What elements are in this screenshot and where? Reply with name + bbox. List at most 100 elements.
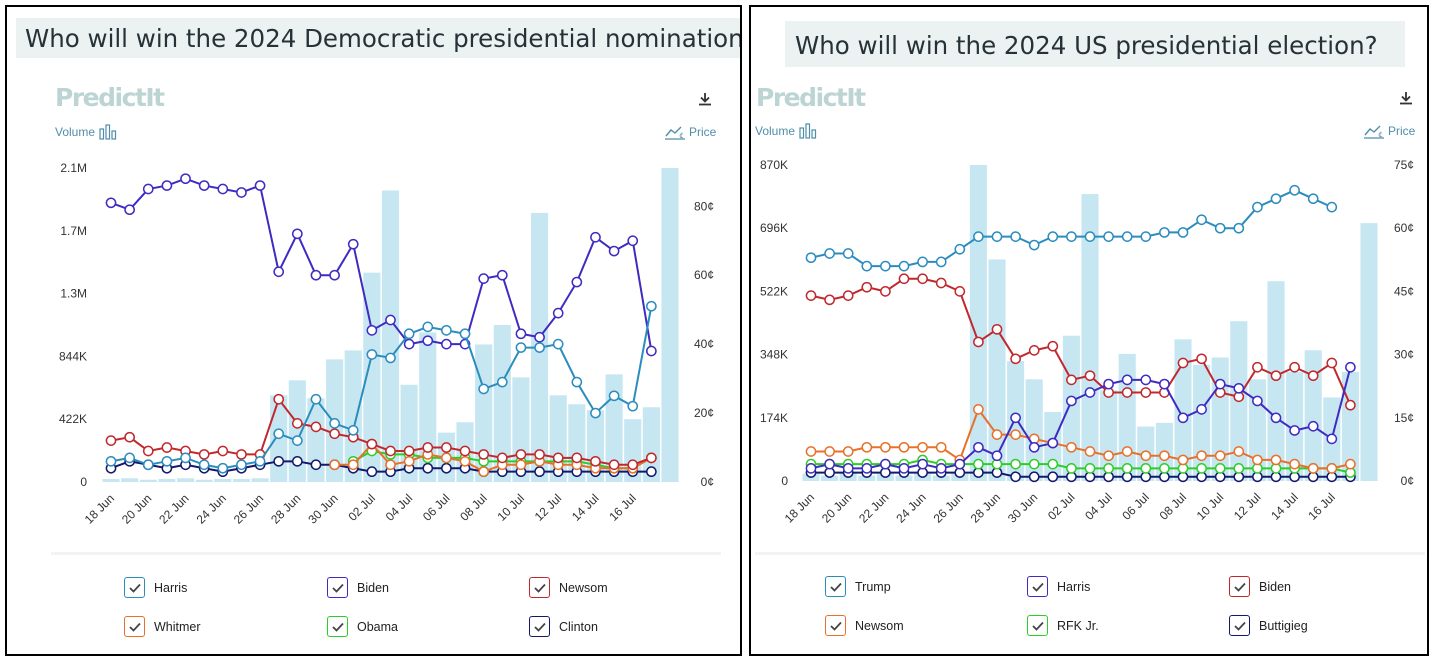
line-chart-icon: ¢ [1364,125,1384,139]
data-point [366,324,378,336]
x-tick-label: 26 Jun [931,490,966,525]
volume-bar [1174,339,1192,481]
data-point [441,452,452,464]
legend-item-harris[interactable]: Harris [124,577,187,598]
legend-label: Whitmer [154,619,201,634]
checkbox-checked-icon[interactable] [825,576,846,597]
data-point [824,294,835,306]
data-point [954,286,966,297]
volume-bar [821,475,839,481]
x-tick-label: 16 Jul [1305,490,1338,523]
legend-item-newsom[interactable]: Newsom [529,577,608,598]
data-point [1345,458,1356,470]
checkbox-checked-icon[interactable] [1027,615,1048,636]
checkbox-checked-icon[interactable] [1027,576,1048,597]
checkbox-checked-icon[interactable] [327,577,348,598]
x-tick-label: 26 Jun [231,491,266,526]
price-tick-label: 15¢ [1394,411,1414,425]
data-point [1121,463,1133,474]
data-point [254,455,266,467]
data-point [1140,387,1152,398]
data-point [1121,231,1133,242]
data-point [217,445,229,457]
data-point [991,429,1003,441]
volume-bar [121,478,139,482]
data-point [1307,420,1319,432]
legend-item-clinton[interactable]: Clinton [529,616,598,637]
data-point [180,452,191,464]
legend-item-newsom[interactable]: Newsom [825,615,904,636]
data-point [478,383,490,395]
data-point [824,458,835,470]
volume-bar [1081,194,1099,481]
legend-item-biden[interactable]: Biden [327,577,389,598]
data-point [329,459,340,471]
data-point [534,449,545,460]
legend-item-whitmer[interactable]: Whitmer [124,616,201,637]
data-point [515,328,527,340]
volume-bar [932,475,950,481]
bar-chart-icon [799,123,817,139]
volume-bar [195,479,213,482]
data-point [552,338,564,350]
data-point [1233,222,1245,234]
price-label: Price [689,125,717,139]
checkbox-checked-icon[interactable] [1229,576,1250,597]
legend-item-biden[interactable]: Biden [1229,576,1291,597]
data-point [805,252,817,264]
volume-bar [661,168,679,482]
download-icon[interactable] [1398,90,1414,106]
data-point [1140,374,1152,386]
data-point [534,466,545,478]
checkbox-checked-icon[interactable] [1229,615,1250,636]
chart-panel-democratic-nomination: Who will win the 2024 Democratic preside… [5,5,742,656]
data-point [1177,227,1189,238]
legend-item-rfk-jr[interactable]: RFK Jr. [1027,615,1099,636]
checkbox-checked-icon[interactable] [327,616,348,637]
price-tick-label: 0¢ [701,475,714,489]
data-point [646,452,657,464]
data-point [973,441,984,453]
checkbox-checked-icon[interactable] [124,577,145,598]
price-tick-label: 60¢ [694,268,714,282]
data-point [1028,441,1040,453]
data-point [1326,357,1338,369]
data-point [861,441,873,453]
data-point [824,248,835,259]
data-point [590,231,601,243]
data-point [898,463,910,474]
data-point [217,462,229,474]
data-point [1307,370,1319,382]
data-point [534,342,545,353]
legend-item-harris[interactable]: Harris [1027,576,1090,597]
checkbox-checked-icon[interactable] [124,616,145,637]
legend-item-trump[interactable]: Trump [825,576,891,597]
chart-canvas: 0 174K 348K 522K 696K 870K 0¢ 15¢ 30¢ 45¢ 60¢ 75¢ 18… [760,158,1414,526]
data-point [459,445,471,457]
legend-label: Biden [357,580,389,595]
data-point [1196,450,1207,462]
price-tick-label: 80¢ [694,199,714,213]
data-point [590,407,601,419]
volume-tick-label: 348K [760,348,788,362]
data-point [161,442,173,453]
data-point [366,466,378,478]
legend-label: Newsom [855,618,904,633]
data-point [1177,454,1189,466]
download-icon[interactable] [697,91,713,107]
legend-divider [51,552,721,555]
chart-canvas: 0 422K 844K 1.3M 1.7M 2.1M 0¢ 20¢ 40¢ 60¢ 80¢ 18 Ju… [59,161,714,527]
x-tick-label: 20 Jun [119,491,154,526]
checkbox-checked-icon[interactable] [529,577,550,598]
x-tick-label: 22 Jun [156,491,191,526]
data-point [1196,353,1207,365]
x-tick-label: 12 Jul [532,491,565,524]
volume-bar [1118,353,1136,481]
checkbox-checked-icon[interactable] [529,616,550,637]
legend-item-buttigieg[interactable]: Buttigieg [1229,615,1308,636]
legend-item-obama[interactable]: Obama [327,616,398,637]
x-tick-label: 10 Jul [495,491,528,524]
checkbox-checked-icon[interactable] [825,615,846,636]
data-point [1252,361,1263,373]
data-point [422,335,434,347]
